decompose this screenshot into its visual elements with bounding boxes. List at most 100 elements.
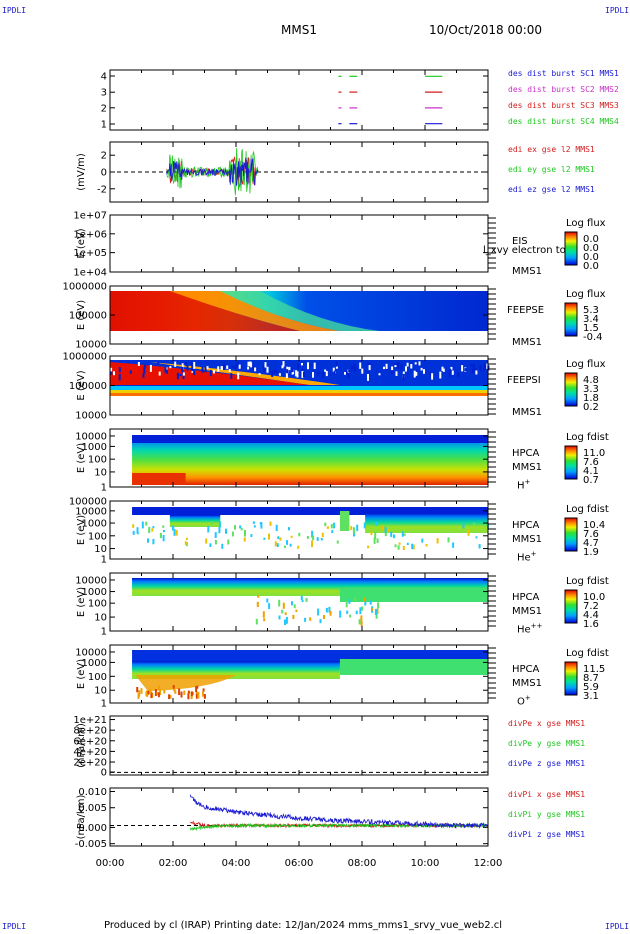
y-tick-label: 1e+21 xyxy=(73,715,107,726)
y-tick-label: 10 xyxy=(94,613,107,624)
y-tick-label: 100 xyxy=(88,531,107,542)
colorbar-value: 3.1 xyxy=(583,691,599,702)
instrument-label: EIS xyxy=(512,236,528,247)
y-tick-label: 0 xyxy=(101,768,107,779)
x-tick-label: 04:00 xyxy=(222,858,251,869)
y-tick-label: -2 xyxy=(97,184,107,195)
spacecraft-label: MMS1 xyxy=(512,407,542,418)
y-tick-label: 2 xyxy=(101,103,107,114)
instrument-label: HPCA xyxy=(512,592,540,603)
colorbar-value: 3.3 xyxy=(583,384,599,395)
colorbar-value: 0.2 xyxy=(583,402,599,413)
instrument-label: FEEPSI xyxy=(507,375,541,386)
x-tick-label: 10:00 xyxy=(411,858,440,869)
instrument-label: FEEPSE xyxy=(507,305,545,316)
y-tick-label: 6e+20 xyxy=(73,736,107,747)
y-axis-title: (nPa/km) xyxy=(76,723,87,768)
y-tick-label: 0.005 xyxy=(78,803,107,814)
y-tick-label: 10000 xyxy=(75,431,107,442)
legend-entry: des dist burst SC4 MMS4 xyxy=(508,117,619,126)
y-tick-label: 8e+20 xyxy=(73,726,107,737)
y-tick-label: 1000000 xyxy=(62,352,107,363)
y-axis-title: (nPa/km) xyxy=(76,795,87,840)
spacecraft-label: MMS1 xyxy=(512,678,542,689)
y-tick-label: 1 xyxy=(101,555,107,566)
colorbar-value: 1.9 xyxy=(583,547,599,558)
instrument-label: HPCA xyxy=(512,448,540,459)
y-tick-label: 10 xyxy=(94,544,107,555)
colorbar-value: 7.6 xyxy=(583,529,599,540)
spacecraft-label: MMS1 xyxy=(512,534,542,545)
y-axis-title: E (eV) xyxy=(76,515,87,545)
colorbar-value: 1.5 xyxy=(583,323,599,334)
y-tick-label: 1 xyxy=(101,483,107,494)
y-axis-title: E (eV) xyxy=(76,443,87,473)
colorbar-title: Log flux xyxy=(566,218,606,229)
corner-label-tl: IPDLI xyxy=(2,6,27,15)
colorbar-value: 10.0 xyxy=(583,592,606,603)
colorbar-value: -0.4 xyxy=(583,332,603,343)
colorbar-value: 4.8 xyxy=(583,375,599,386)
species-label: He+ xyxy=(517,550,537,564)
x-tick-label: 02:00 xyxy=(159,858,188,869)
y-tick-label: 4 xyxy=(101,72,107,83)
panel-frame-des-dist xyxy=(109,69,489,131)
legend-entry: divPe y gse MMS1 xyxy=(508,738,586,748)
y-axis-title: (mV/m) xyxy=(76,153,87,191)
colorbar xyxy=(564,589,578,624)
colorbar-value: 0.0 xyxy=(583,243,599,254)
x-tick-label: 12:00 xyxy=(474,858,503,869)
panel-frame-divpi xyxy=(109,787,489,847)
colorbar-title: Log fdist xyxy=(566,432,609,443)
colorbar-value: 7.2 xyxy=(583,601,599,612)
footer-credit: Produced by cl (IRAP) Printing date: 12/… xyxy=(104,920,503,931)
y-axis-title: E (eV) xyxy=(76,228,87,258)
colorbar-title: Log fdist xyxy=(566,576,609,587)
spacecraft-label: MMS1 xyxy=(512,606,542,617)
y-tick-label: 0.000 xyxy=(78,823,107,834)
y-tick-label: 10000 xyxy=(75,506,107,517)
spacecraft-label: MMS1 xyxy=(512,462,542,473)
y-tick-label: 1e+04 xyxy=(73,268,107,279)
legend-entry: divPi z gse MMS1 xyxy=(508,830,586,839)
colorbar-title: Log flux xyxy=(566,289,606,300)
legend-entry: des dist burst SC2 MMS2 xyxy=(508,85,619,94)
colorbar-value: 0.0 xyxy=(583,252,599,263)
colorbar-value: 7.6 xyxy=(583,457,599,468)
y-tick-label: 1000 xyxy=(82,658,107,669)
y-tick-label: 1 xyxy=(101,699,107,710)
colorbar-value: 8.7 xyxy=(583,673,599,684)
colorbar-value: 1.6 xyxy=(583,619,599,630)
y-tick-label: 3 xyxy=(101,88,107,99)
y-axis-title: E (eV) xyxy=(76,659,87,689)
legend-entry: edi ey gse l2 MMS1 xyxy=(508,165,595,174)
y-axis-title: E (eV) xyxy=(76,370,87,400)
y-tick-label: 1e+07 xyxy=(73,211,107,222)
y-tick-label: 100 xyxy=(88,672,107,683)
colorbar xyxy=(564,372,578,407)
y-tick-label: 1000 xyxy=(82,587,107,598)
colorbar-value: 0.7 xyxy=(583,475,599,486)
colorbar-value: 11.5 xyxy=(583,664,606,675)
instrument-label: HPCA xyxy=(512,664,540,675)
y-tick-label: 100000 xyxy=(69,497,107,508)
y-tick-label: 10 xyxy=(94,467,107,478)
panel-frame-eis xyxy=(109,214,489,273)
y-tick-label: 1 xyxy=(101,120,107,131)
colorbar-value: 5.3 xyxy=(583,305,599,316)
corner-label-tr: IPDLI xyxy=(605,6,630,15)
species-label: H+ xyxy=(517,478,531,492)
colorbar-value: 4.4 xyxy=(583,610,599,621)
y-tick-label: 10 xyxy=(94,686,107,697)
overlay-text: l_xvy electron to xyxy=(483,245,566,256)
y-tick-label: 0 xyxy=(101,168,107,179)
header-date: 10/Oct/2018 00:00 xyxy=(429,23,543,37)
header-spacecraft: MMS1 xyxy=(281,23,317,37)
legend-entry: edi ex gse l2 MMS1 xyxy=(508,145,595,154)
y-tick-label: 0.010 xyxy=(78,787,107,798)
colorbar xyxy=(564,517,578,552)
colorbar-title: Log fdist xyxy=(566,648,609,659)
y-tick-label: 2 xyxy=(101,151,107,162)
y-tick-label: 10000 xyxy=(75,575,107,586)
